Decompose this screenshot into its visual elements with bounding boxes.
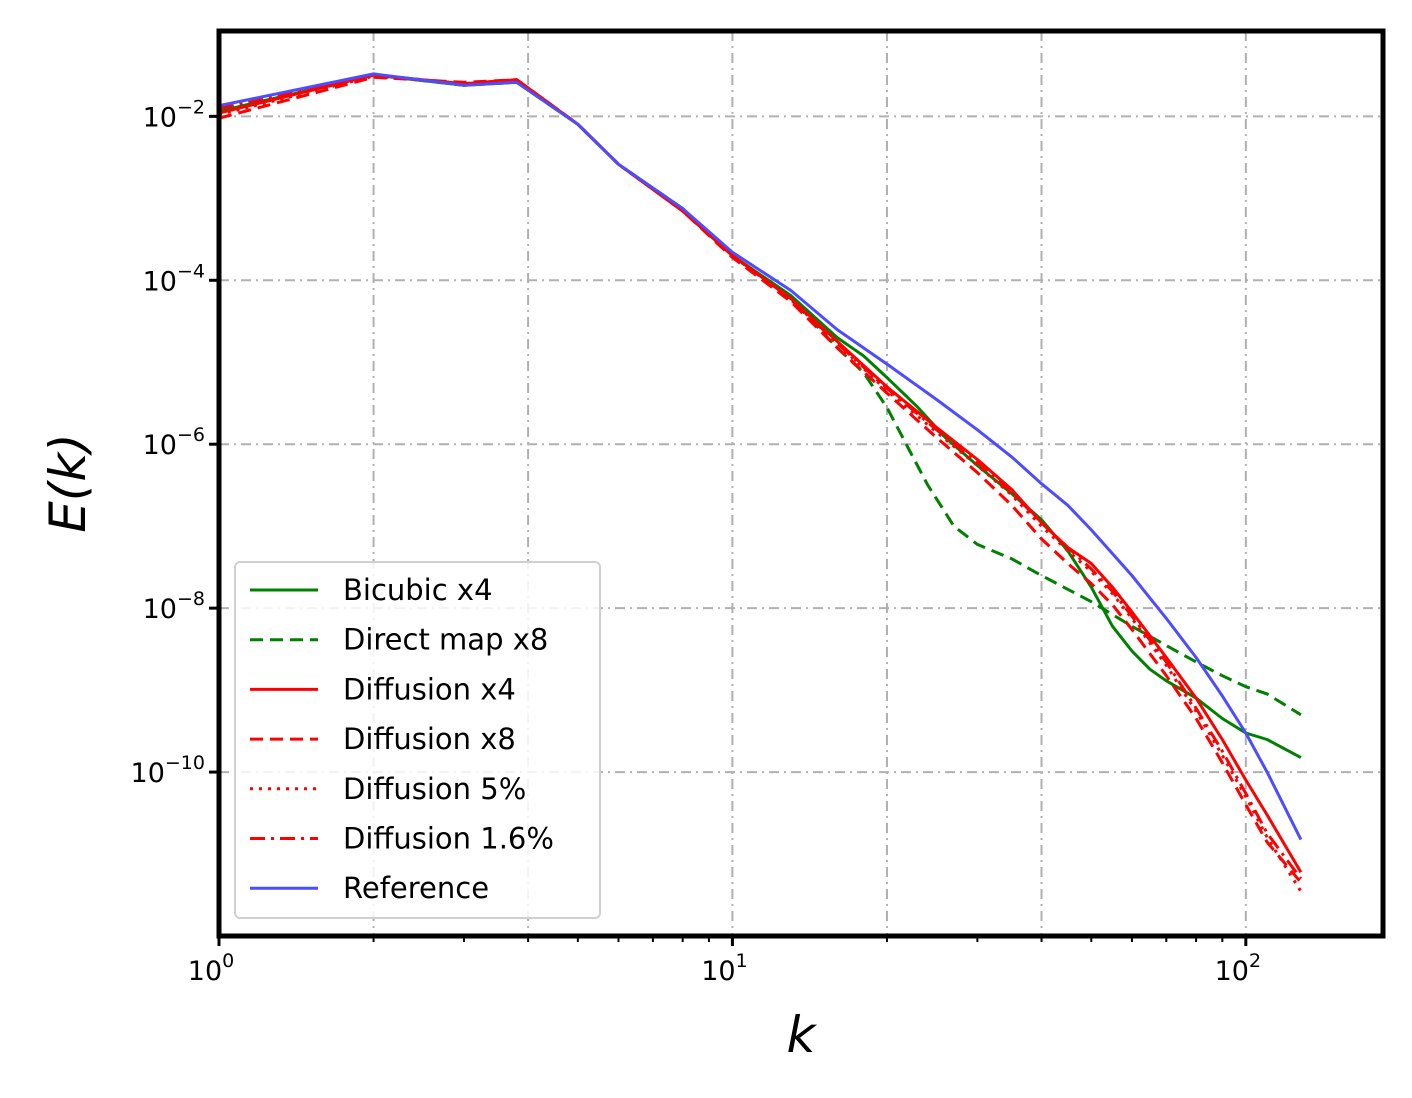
- series-layer: [219, 72, 1303, 893]
- axis-ticks: 100 101 102 10−2 10−4 10−6 10−8 10−10: [131, 96, 1262, 987]
- legend-label-6: Reference: [343, 871, 489, 905]
- legend-label-2: Diffusion x4: [343, 672, 516, 706]
- y-tick-label: 10−4: [143, 260, 205, 297]
- series-line-3: [219, 75, 1303, 884]
- legend: Bicubic x4 Direct map x8 Diffusion x4 Diffu…: [234, 561, 601, 919]
- series-line-5: [219, 73, 1303, 880]
- legend-label-1: Direct map x8: [343, 623, 548, 657]
- y-tick-label: 10−10: [131, 752, 205, 789]
- plot-frame: [216, 28, 1386, 939]
- x-axis-label: k: [787, 1006, 818, 1064]
- legend-label-5: Diffusion 1.6%: [343, 822, 554, 856]
- y-tick-label: 10−2: [143, 96, 205, 133]
- x-tick-label: 100: [188, 950, 234, 987]
- legend-label-0: Bicubic x4: [343, 573, 493, 607]
- x-tick-label: 102: [1215, 950, 1261, 987]
- y-axis-label: E(k): [39, 433, 97, 533]
- y-tick-label: 10−6: [143, 424, 205, 461]
- legend-box: [234, 561, 601, 919]
- series-line-6: [219, 72, 1303, 841]
- legend-label-4: Diffusion 5%: [343, 772, 526, 806]
- x-tick-label: 101: [701, 950, 747, 987]
- y-tick-label: 10−8: [143, 588, 205, 625]
- legend-label-3: Diffusion x8: [343, 722, 516, 756]
